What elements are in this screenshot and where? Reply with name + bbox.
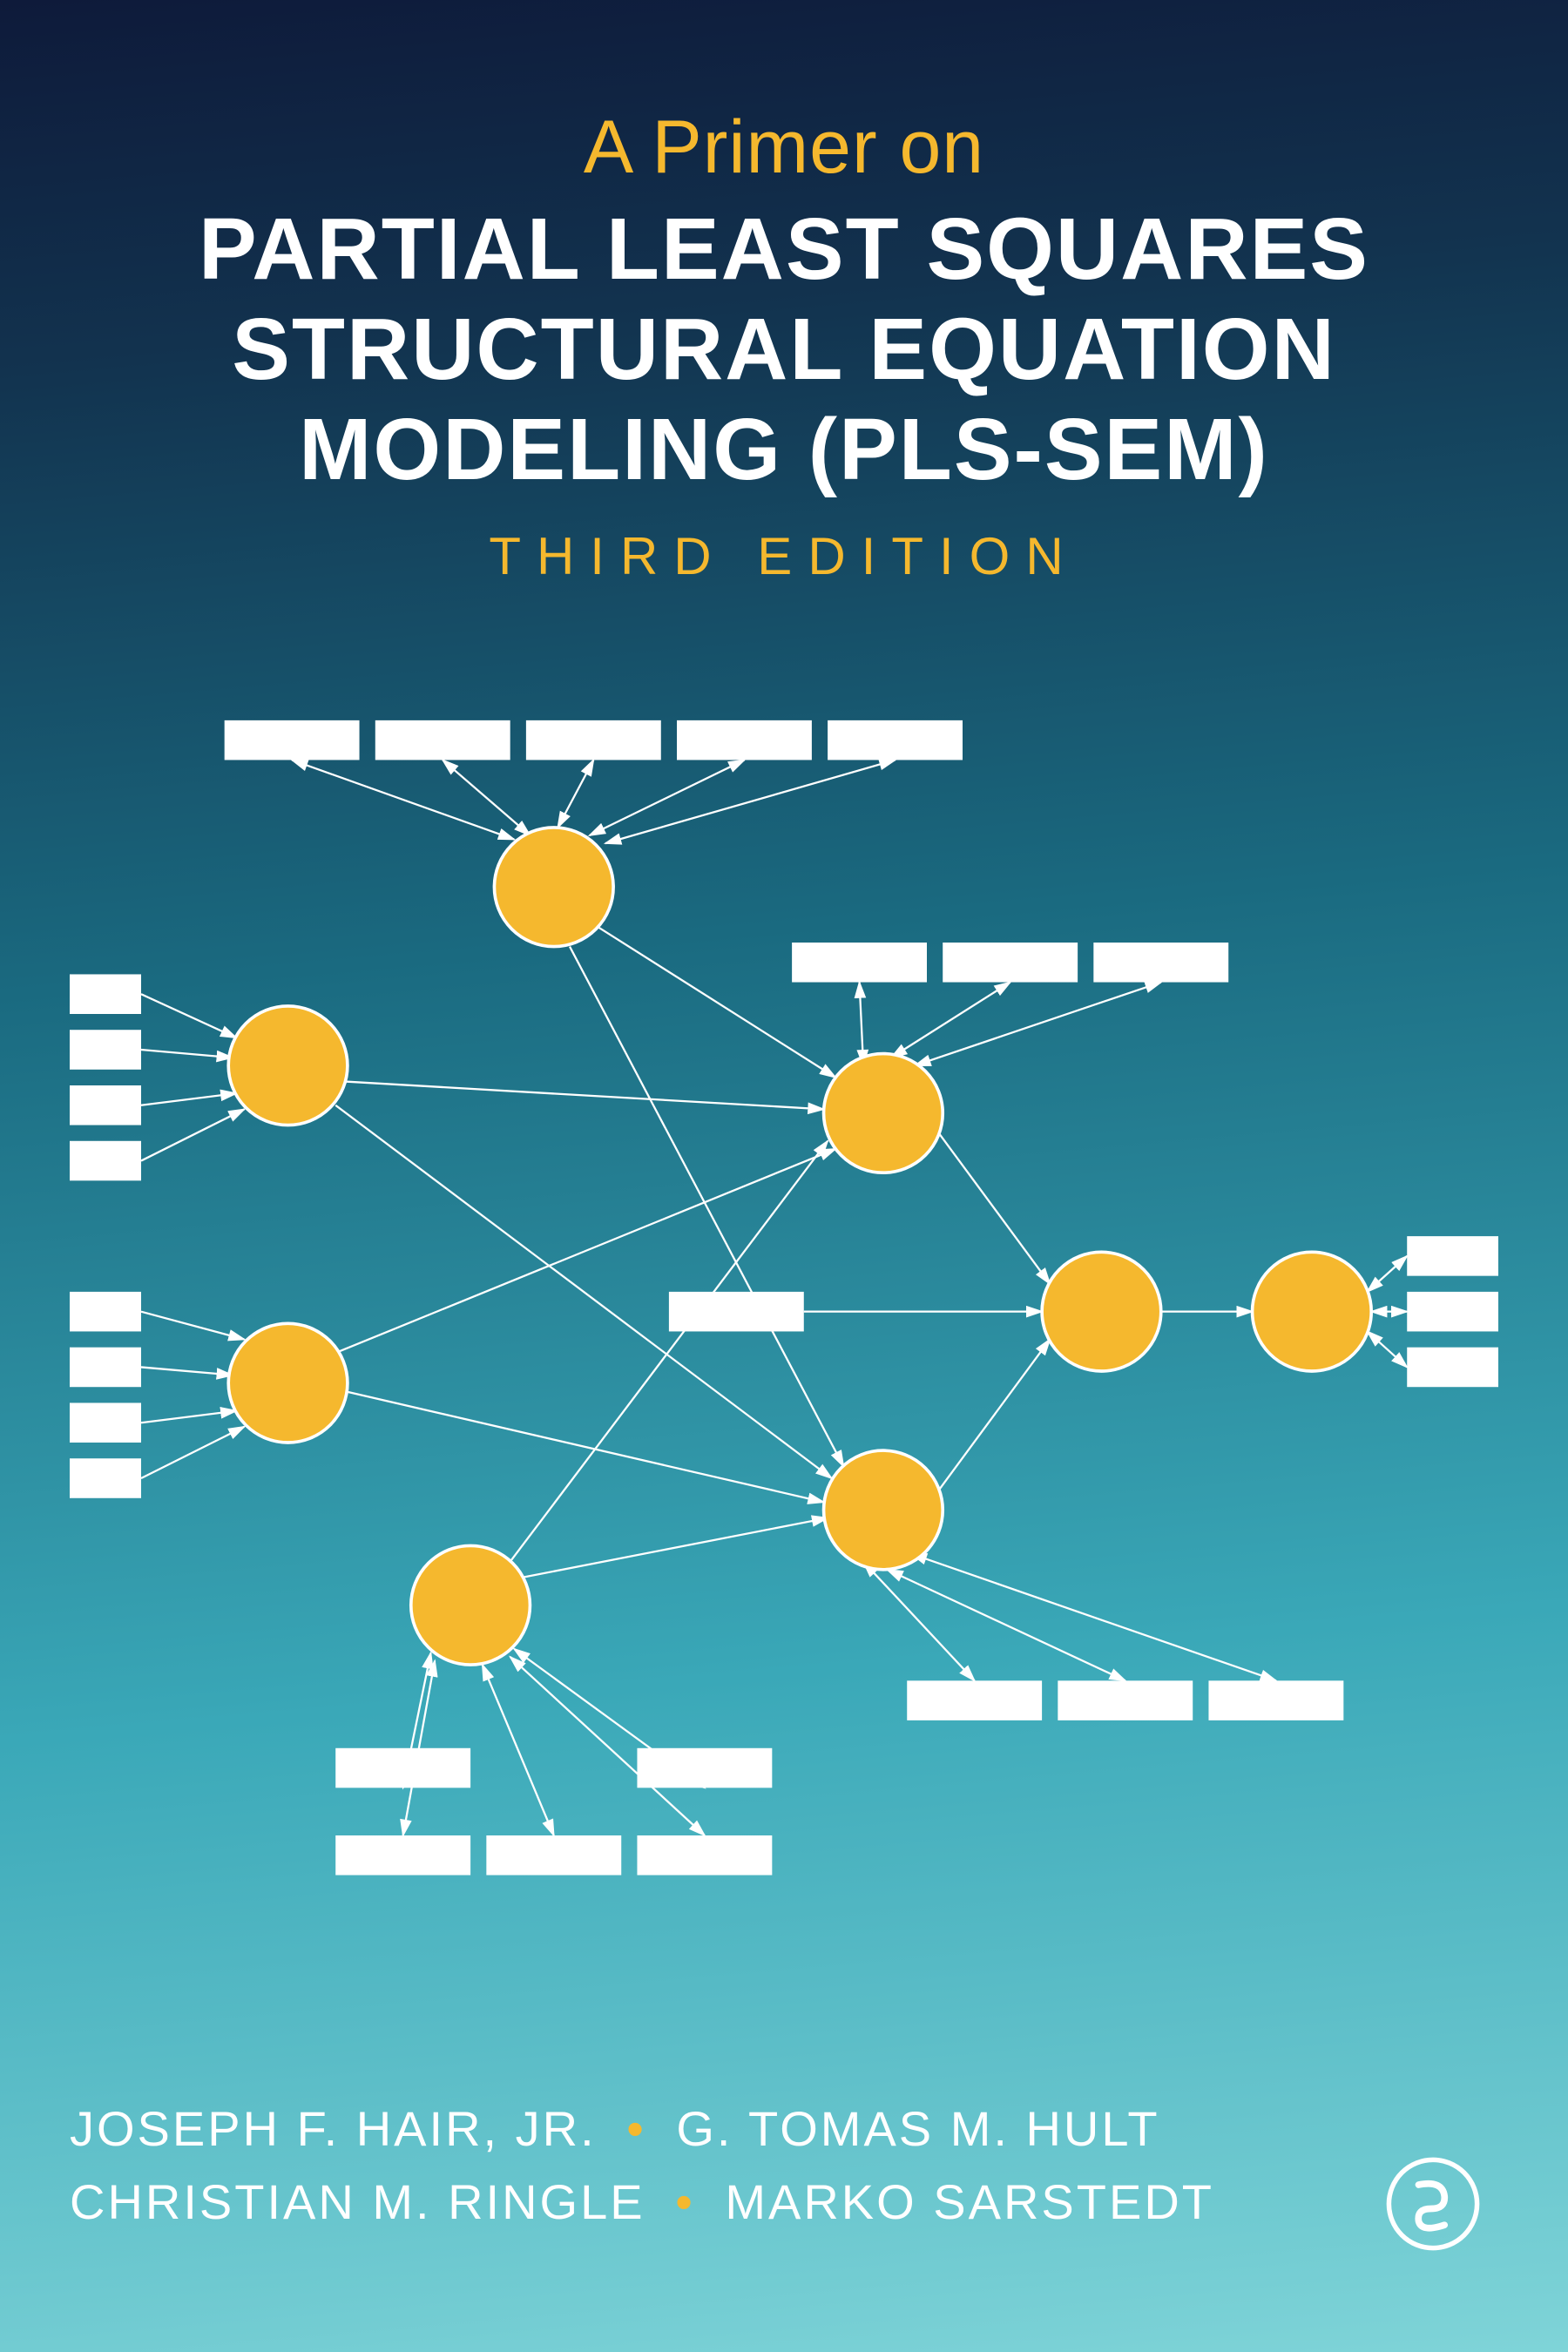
author-1: JOSEPH F. HAIR, JR.	[70, 2101, 597, 2156]
sem-diagram	[70, 639, 1498, 2032]
authors-block: JOSEPH F. HAIR, JR. • G. TOMAS M. HULT C…	[70, 2092, 1214, 2239]
author-3: CHRISTIAN M. RINGLE	[70, 2174, 645, 2229]
pretitle: A Primer on	[70, 105, 1498, 191]
author-2: G. TOMAS M. HULT	[676, 2101, 1159, 2156]
separator-dot: •	[675, 2174, 695, 2229]
diagram-svg	[70, 639, 1498, 2032]
book-cover: A Primer on PARTIAL LEAST SQUARES STRUCT…	[0, 0, 1568, 2352]
main-title: PARTIAL LEAST SQUARES STRUCTURAL EQUATIO…	[70, 199, 1498, 500]
title-block: A Primer on PARTIAL LEAST SQUARES STRUCT…	[70, 105, 1498, 586]
author-4: MARKO SARSTEDT	[725, 2174, 1214, 2229]
edition-label: THIRD EDITION	[70, 526, 1498, 586]
sage-logo-icon	[1385, 2156, 1481, 2252]
title-line-2: STRUCTURAL EQUATION	[232, 301, 1336, 398]
publisher-logo	[1385, 2156, 1481, 2256]
separator-dot: •	[626, 2101, 646, 2156]
title-line-3: MODELING (PLS-SEM)	[299, 401, 1269, 498]
title-line-1: PARTIAL LEAST SQUARES	[199, 200, 1369, 298]
